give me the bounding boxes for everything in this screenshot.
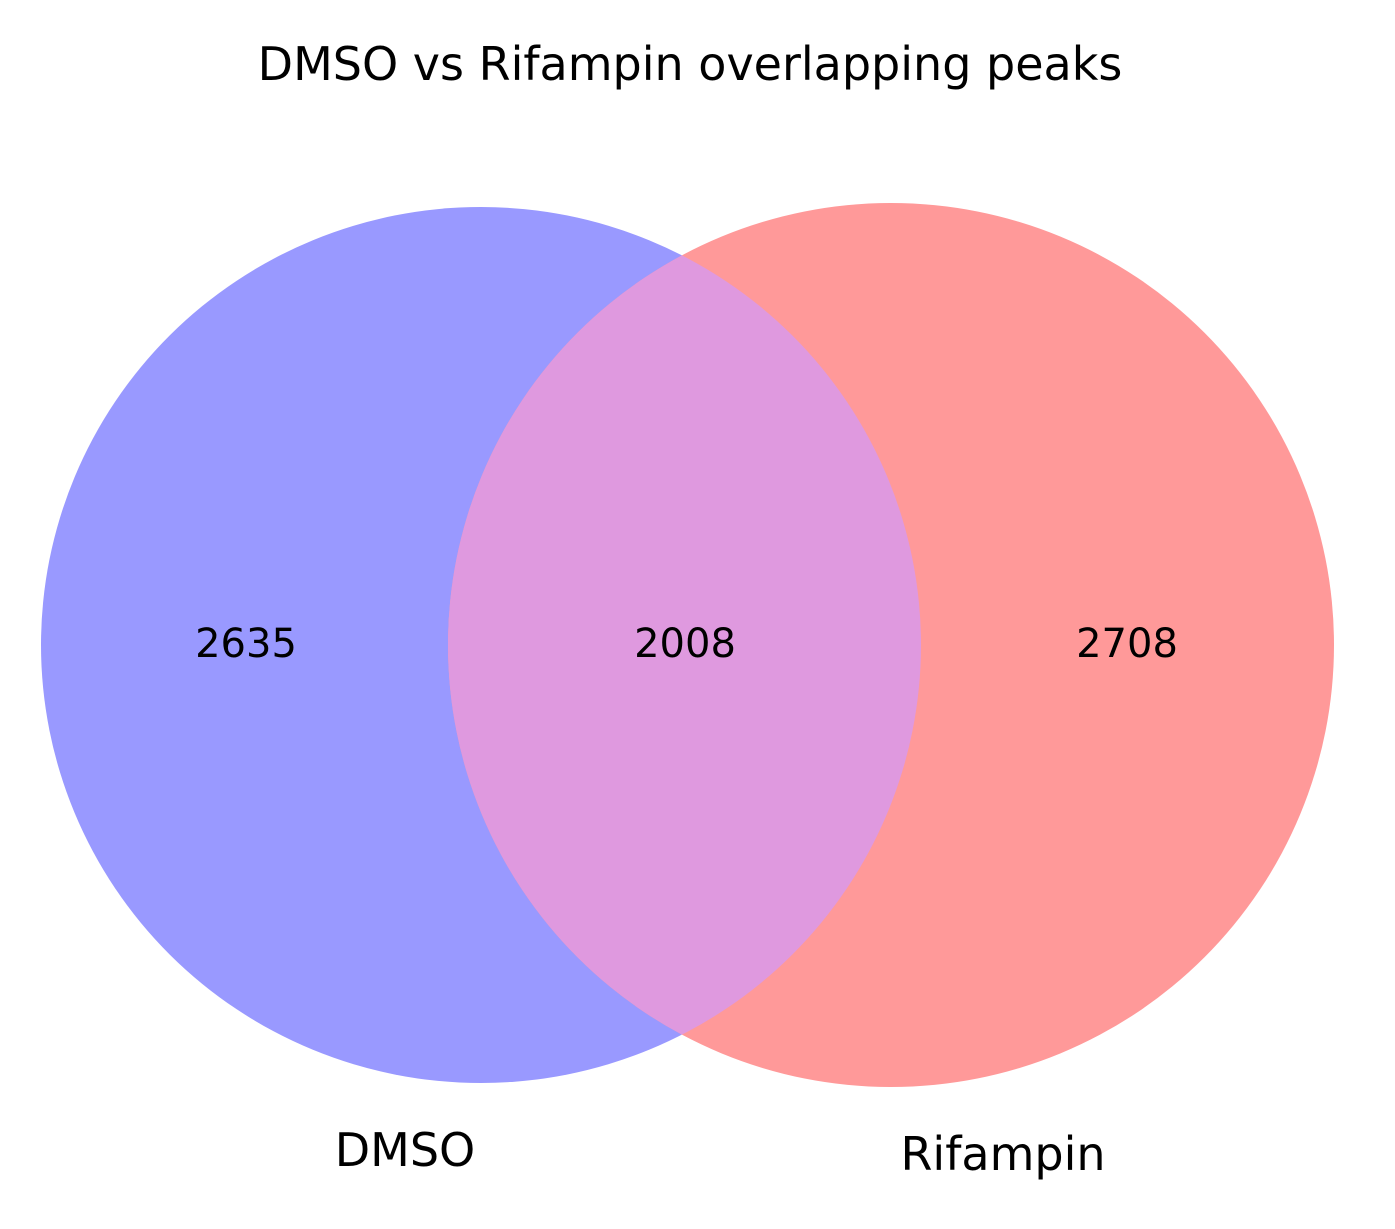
overlap-region <box>448 207 921 1083</box>
dmso-set-label: DMSO <box>335 1123 476 1177</box>
rifampin-only-count: 2708 <box>1076 621 1178 667</box>
dmso-only-count: 2635 <box>195 621 297 667</box>
chart-title: DMSO vs Rifampin overlapping peaks <box>258 37 1123 91</box>
intersection-count: 2008 <box>634 621 736 667</box>
rifampin-set-label: Rifampin <box>900 1127 1105 1181</box>
